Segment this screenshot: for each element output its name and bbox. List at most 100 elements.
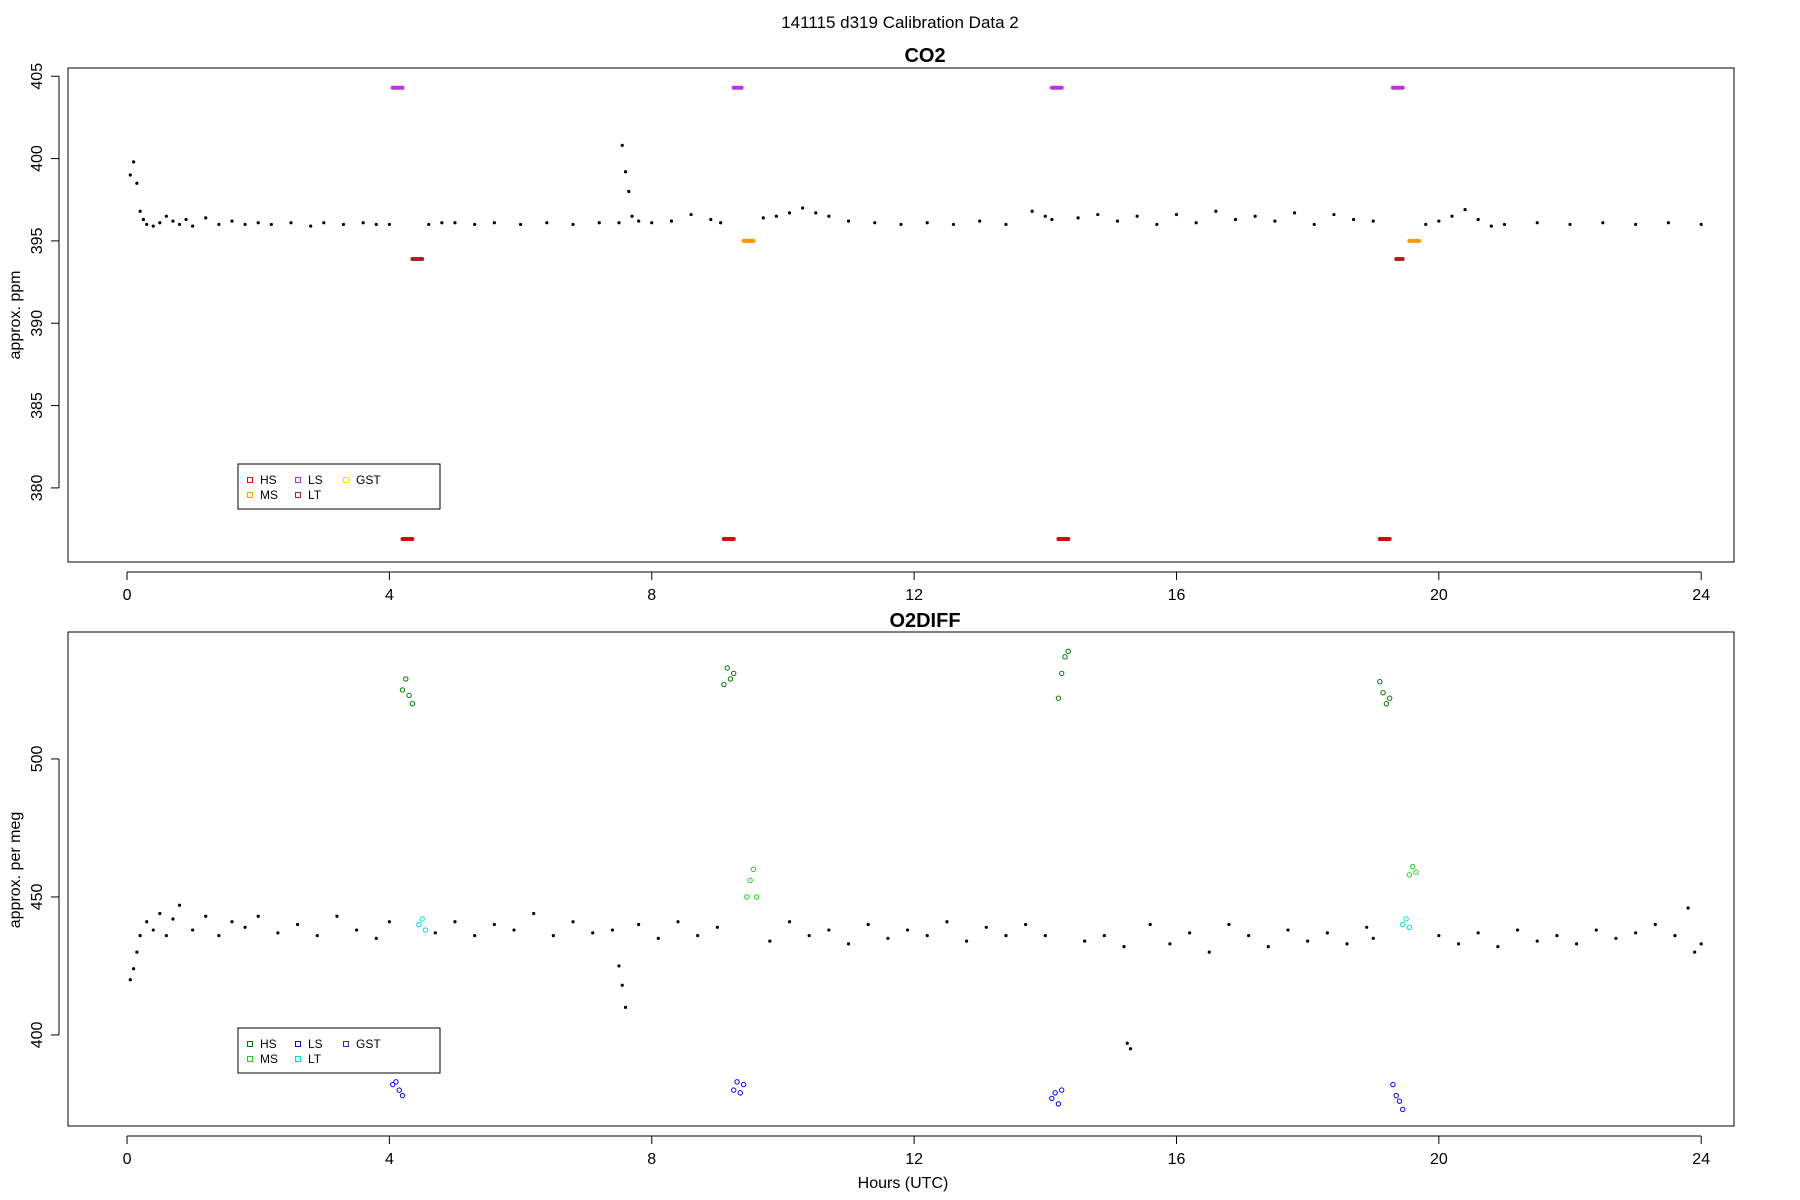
data-point (1634, 222, 1638, 227)
data-point (164, 933, 168, 938)
cal-point (1058, 1087, 1065, 1093)
data-point (597, 221, 601, 225)
cal-point (724, 665, 730, 671)
legend-label: HS (260, 473, 277, 487)
data-point (145, 222, 149, 227)
data-point (151, 928, 155, 932)
data-point (1614, 936, 1618, 940)
data-point (354, 928, 359, 932)
data-point (1535, 939, 1539, 943)
x-tick-label: 8 (647, 587, 656, 604)
data-point (171, 917, 175, 921)
cal-point (1406, 872, 1413, 878)
data-point (322, 221, 326, 225)
data-point (719, 221, 723, 225)
data-point (689, 212, 693, 217)
data-point (1125, 1041, 1129, 1045)
data-point (289, 221, 293, 225)
data-point (669, 219, 674, 223)
data-point (715, 925, 719, 929)
legend-label: LT (308, 488, 322, 502)
data-point (164, 214, 168, 218)
data-point (1115, 219, 1120, 223)
cal-point (727, 676, 734, 682)
x-tick-label: 12 (905, 1151, 923, 1168)
y-tick-label: 400 (29, 1021, 46, 1048)
legend-label: GST (356, 1037, 381, 1051)
cal-point (1406, 924, 1413, 930)
data-point (374, 936, 378, 940)
data-point (827, 214, 831, 218)
data-point (787, 211, 792, 215)
data-point (315, 933, 319, 938)
data-point (1555, 933, 1559, 938)
data-point (1286, 928, 1290, 932)
data-point (387, 222, 391, 227)
data-point (138, 209, 142, 213)
data-point (361, 221, 365, 225)
x-tick-label: 8 (647, 1151, 656, 1168)
data-point (1666, 221, 1671, 225)
data-point (1456, 942, 1461, 946)
cal-point (1400, 1106, 1406, 1113)
data-point (951, 222, 956, 227)
data-point (551, 933, 555, 938)
data-point (623, 170, 628, 174)
data-point (1594, 928, 1598, 932)
data-point (1247, 933, 1251, 938)
x-tick-label: 24 (1692, 1151, 1710, 1168)
data-point (676, 920, 680, 924)
cal-point (1383, 701, 1390, 707)
data-point (591, 931, 595, 935)
data-point (243, 222, 247, 227)
legend-swatch (295, 477, 301, 483)
data-point (1273, 219, 1277, 223)
data-point (131, 160, 136, 164)
data-point (427, 222, 431, 227)
data-point (135, 950, 139, 954)
cal-point (399, 687, 406, 693)
co2-chart-title: CO2 (904, 45, 945, 67)
x-tick-label: 4 (385, 587, 394, 604)
y-tick-label: 400 (29, 145, 46, 172)
data-point (1102, 933, 1106, 938)
data-point (1050, 217, 1054, 222)
data-point (650, 221, 654, 225)
data-point (925, 933, 929, 938)
data-point (1174, 212, 1179, 217)
legend-swatch (343, 477, 349, 483)
data-point (801, 206, 805, 210)
co2-panel: CO2 approx. ppm 0 4 8 12 16 20 24 380 385 390 395… (7, 45, 1735, 604)
data-point (256, 221, 260, 225)
data-point (768, 939, 772, 943)
cal-point (1396, 1098, 1403, 1104)
data-point (1653, 922, 1657, 927)
data-point (341, 222, 346, 227)
legend-label: MS (260, 488, 278, 502)
cal-point (1409, 863, 1416, 870)
legend-label: MS (260, 1052, 278, 1066)
cal-point (1386, 695, 1393, 701)
data-point (1227, 922, 1231, 927)
cal-point (1403, 916, 1409, 922)
cal-point (403, 676, 409, 682)
data-point (128, 173, 132, 177)
y-tick-label: 500 (29, 746, 46, 773)
data-point (295, 922, 300, 927)
data-point (627, 189, 631, 194)
data-point (807, 933, 811, 938)
cal-point (737, 1090, 744, 1096)
cal-point (740, 1081, 747, 1088)
data-point (545, 221, 549, 225)
data-point (610, 928, 615, 932)
data-point (1601, 221, 1605, 225)
data-point (532, 911, 536, 916)
cal-point (419, 916, 425, 922)
legend-swatch (247, 477, 253, 483)
data-point (518, 222, 523, 227)
data-point (204, 914, 208, 918)
o2diff-data-points (128, 648, 1703, 1113)
data-point (827, 928, 831, 932)
x-tick-label: 20 (1430, 1151, 1448, 1168)
